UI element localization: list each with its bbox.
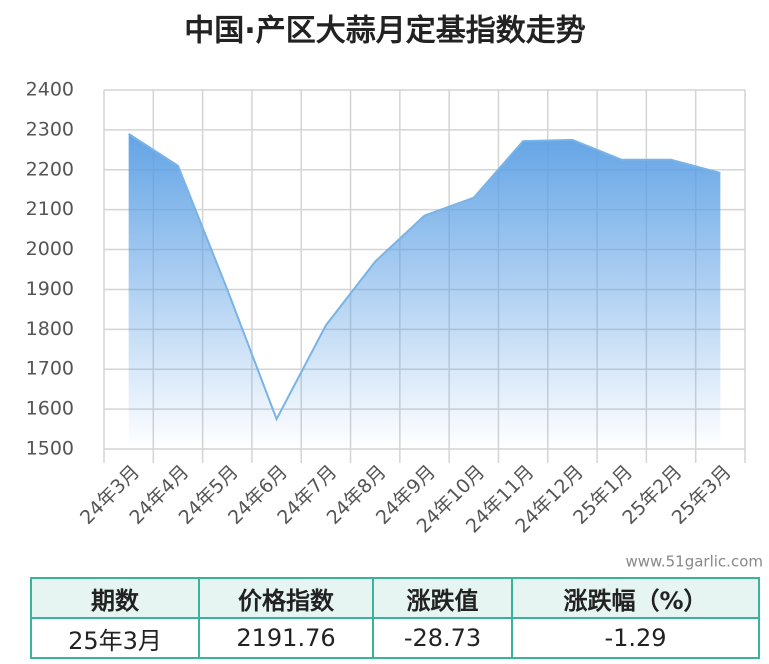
table-cell: -28.73 — [372, 617, 513, 659]
chart-title: 中国·产区大蒜月定基指数走势 — [184, 14, 585, 49]
y-tick-label: 2200 — [26, 158, 74, 180]
chart: 中国·产区大蒜月定基指数走势 www.51garlic.com 1500 1600… — [26, 14, 763, 571]
table-cell: -1.29 — [511, 617, 760, 659]
y-tick-label: 2000 — [26, 238, 74, 260]
y-tick-label: 1900 — [26, 278, 74, 300]
table-cell: 2191.76 — [198, 617, 374, 659]
table-header: 涨跌幅（%） — [511, 577, 760, 619]
y-tick-label: 1800 — [26, 318, 74, 340]
table-header: 期数 — [30, 577, 200, 619]
table-cell: 25年3月 — [30, 617, 200, 659]
y-tick-label: 2300 — [26, 118, 74, 140]
y-tick-label: 2400 — [26, 79, 74, 101]
y-tick-label: 1600 — [26, 398, 74, 420]
table-header: 价格指数 — [198, 577, 374, 619]
y-tick-label: 2100 — [26, 198, 74, 220]
y-tick-label: 1500 — [26, 438, 74, 460]
area — [128, 133, 721, 449]
table-header: 涨跌值 — [372, 577, 513, 619]
data-table: 期数 价格指数 涨跌值 涨跌幅（%） 25年3月 2191.76 -28.73 -1.29 — [30, 577, 760, 659]
y-tick-label: 1700 — [26, 358, 74, 380]
watermark: www.51garlic.com — [625, 553, 763, 571]
line — [128, 133, 721, 422]
